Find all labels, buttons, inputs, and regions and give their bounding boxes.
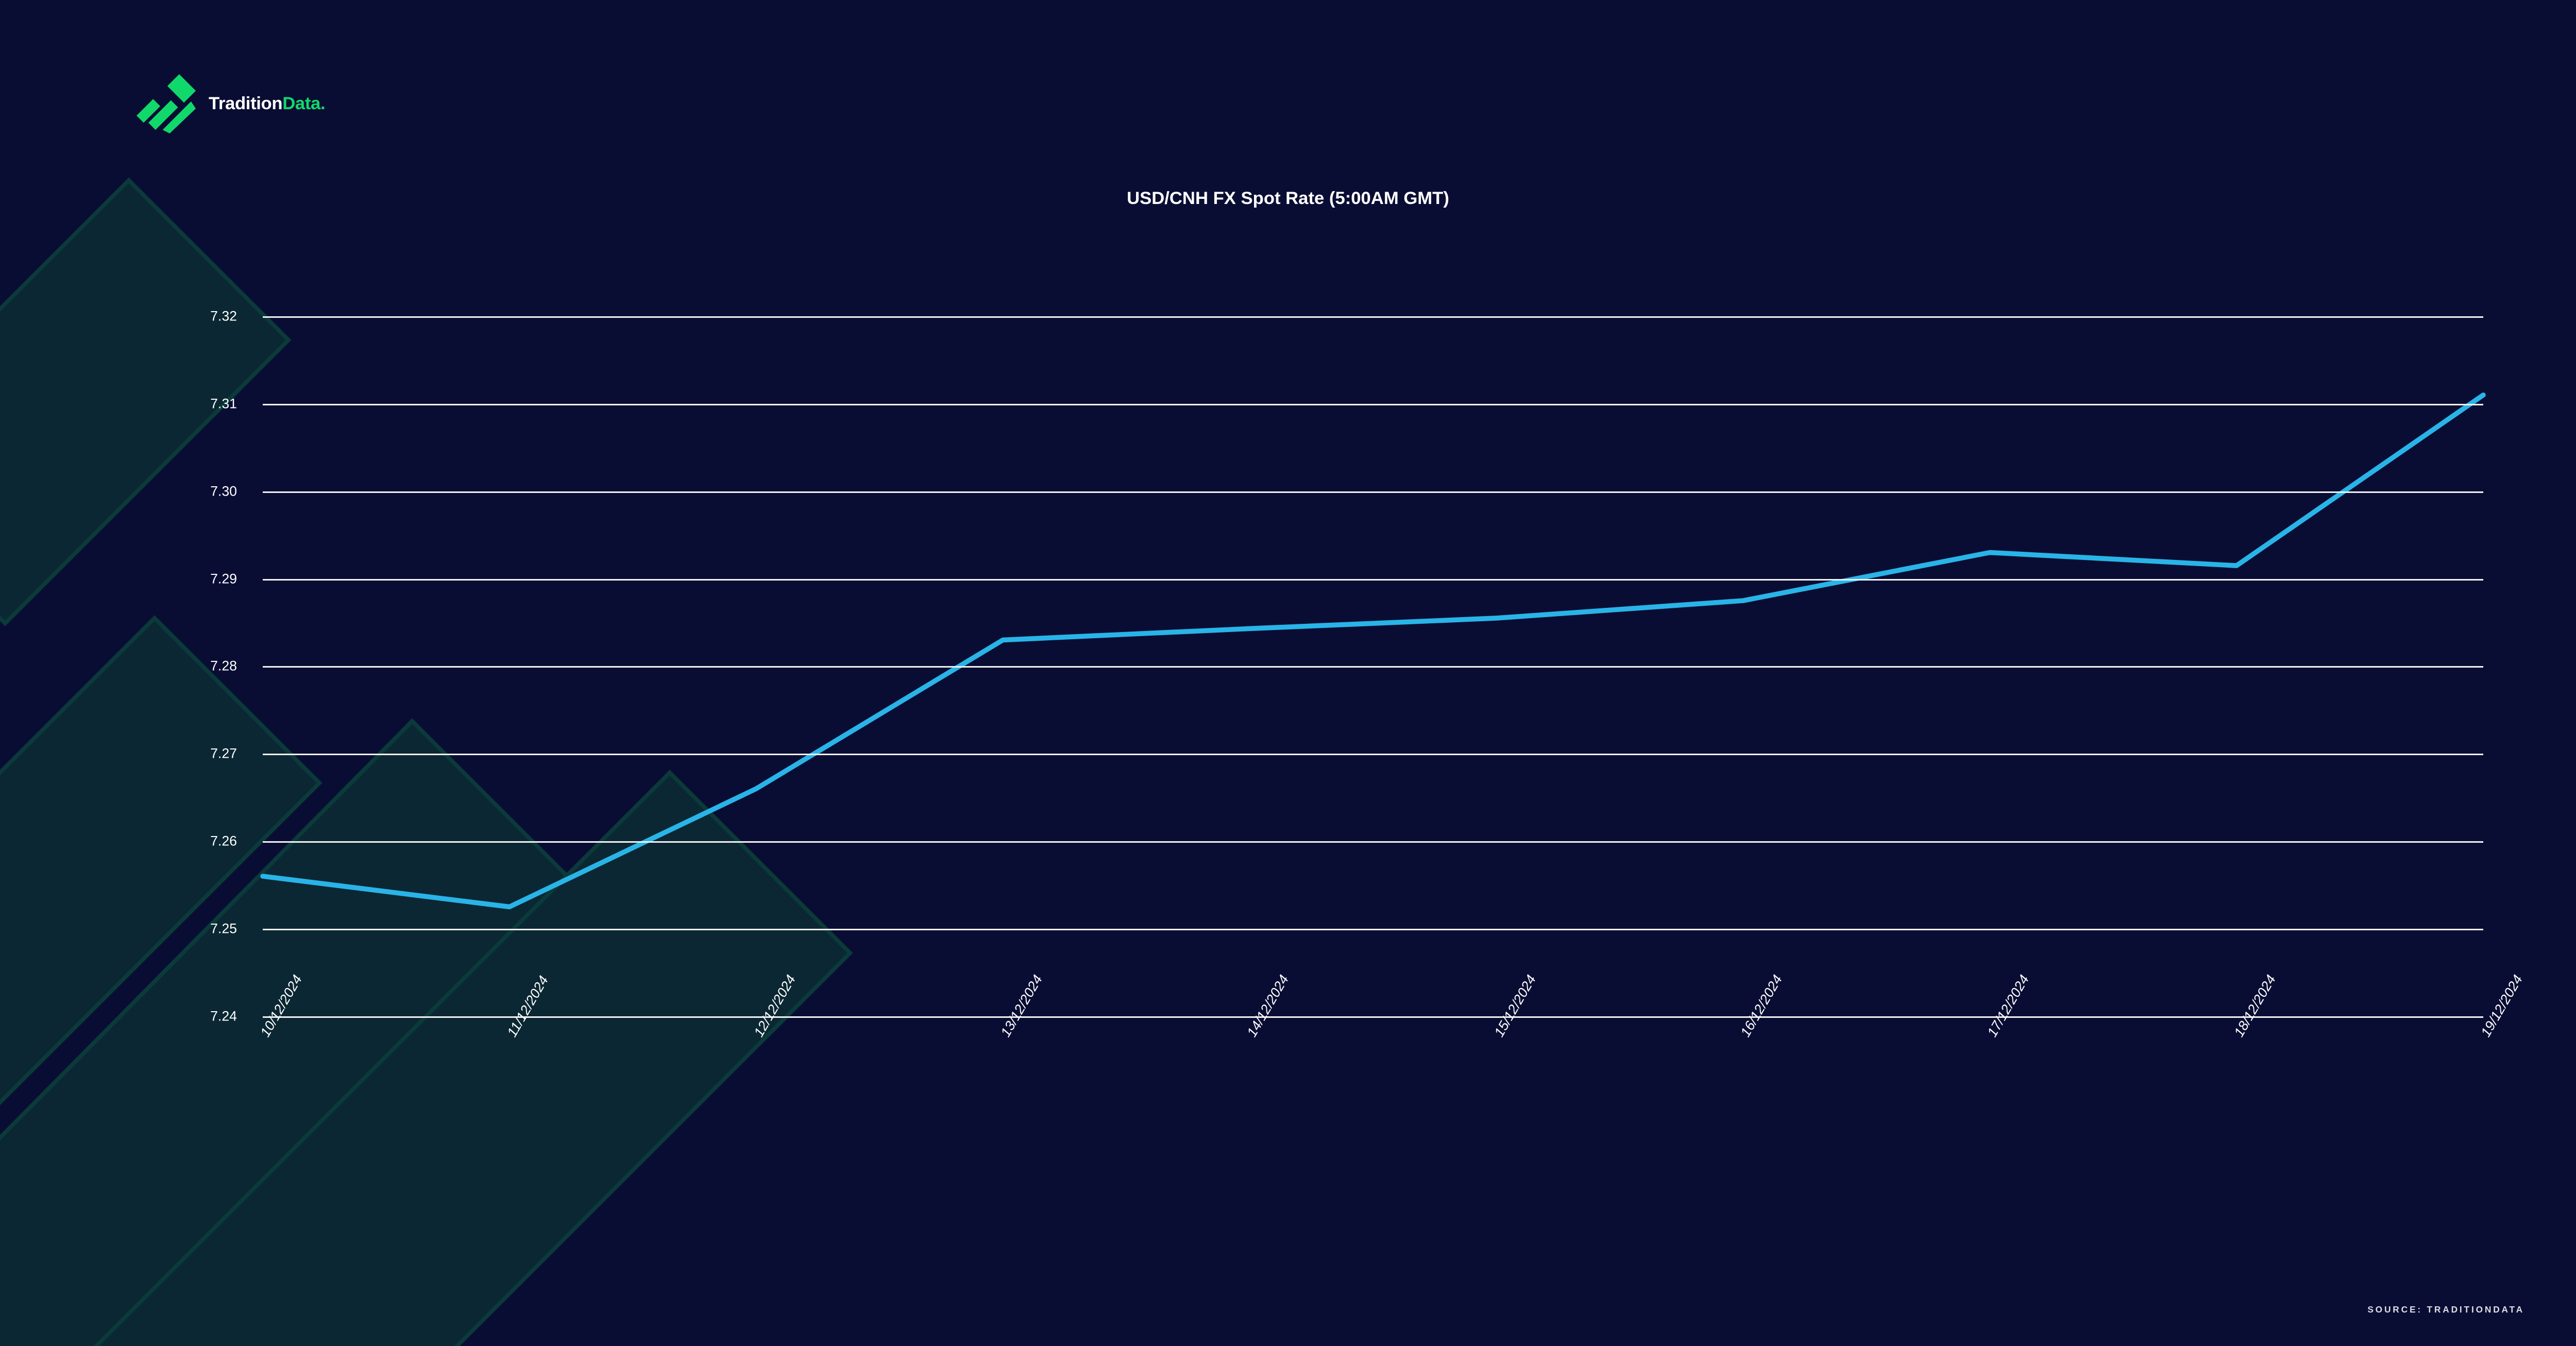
gridline xyxy=(263,841,2483,843)
y-axis-tick-label: 7.31 xyxy=(210,396,263,412)
y-axis-tick-label: 7.32 xyxy=(210,309,263,325)
gridline xyxy=(263,929,2483,930)
x-axis-tick-label: 19/12/2024 xyxy=(2478,972,2526,1040)
brand-logo-icon xyxy=(137,74,196,133)
gridline xyxy=(263,754,2483,755)
gridline xyxy=(263,404,2483,405)
gridline xyxy=(263,1016,2483,1018)
brand-logo-text: TraditionData. xyxy=(209,94,325,114)
chart-plot-area: 7.247.257.267.277.287.297.307.317.3210/1… xyxy=(263,316,2483,1016)
brand-word-2: Data. xyxy=(282,94,325,113)
brand-word-1: Tradition xyxy=(209,94,282,113)
source-attribution: SOURCE: TRADITIONDATA xyxy=(2367,1304,2524,1315)
gridline xyxy=(263,491,2483,493)
gridline xyxy=(263,316,2483,318)
y-axis-tick-label: 7.24 xyxy=(210,1008,263,1024)
y-axis-tick-label: 7.27 xyxy=(210,746,263,762)
y-axis-tick-label: 7.30 xyxy=(210,483,263,499)
chart-container: TraditionData. USD/CNH FX Spot Rate (5:0… xyxy=(0,0,2576,1346)
y-axis-tick-label: 7.25 xyxy=(210,921,263,936)
chart-title: USD/CNH FX Spot Rate (5:00AM GMT) xyxy=(0,189,2576,209)
brand-logo: TraditionData. xyxy=(137,74,325,133)
y-axis-tick-label: 7.29 xyxy=(210,571,263,587)
gridline xyxy=(263,579,2483,581)
y-axis-tick-label: 7.28 xyxy=(210,658,263,674)
gridline xyxy=(263,666,2483,668)
y-axis-tick-label: 7.26 xyxy=(210,833,263,849)
